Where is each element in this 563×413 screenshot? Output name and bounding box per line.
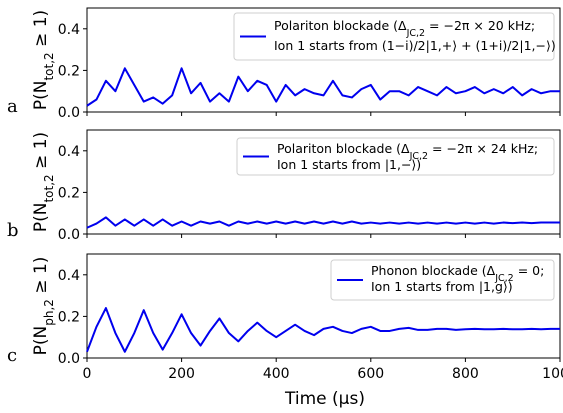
panel-c: 0.0 0.2 0.4 0 200 400 600 800 1000 P(Nph,2 ≥ 1) c P… (7, 253, 563, 382)
legend-box (330, 259, 555, 301)
y-tick-label: 0.4 (58, 22, 80, 38)
y-tick-label: 0.0 (58, 351, 80, 367)
y-tick-label: 0.4 (58, 268, 80, 284)
axes-frame (86, 129, 561, 235)
x-tick-label: 1000 (542, 366, 563, 382)
axes-frame (86, 7, 561, 113)
panel-label: a (7, 96, 18, 117)
x-axis-label: Time (μs) (284, 389, 365, 409)
y-tick-label: 0.2 (58, 63, 80, 79)
y-tick-label: 0.0 (58, 227, 80, 243)
y-tick-label: 0.2 (58, 309, 80, 325)
panel-a: 0.0 0.2 0.4P(Ntot,2 ≥ 1) a Polariton blockad… (7, 7, 561, 121)
legend-box (236, 137, 555, 176)
series-line (86, 307, 560, 353)
panel-b: 0.0 0.2 0.4P(Ntot,2 ≥ 1) b Polariton blockad… (7, 129, 561, 243)
panel-label: c (7, 345, 17, 366)
y-axis-label: P(Ntot,2 ≥ 1) (31, 132, 56, 232)
legend: Phonon blockade (ΔJC,2 = 0;Ion 1 starts … (330, 259, 555, 301)
y-tick-label: 0.4 (58, 144, 80, 160)
legend-box (233, 12, 555, 61)
legend-text-line2: Ion 1 starts from (1−i)/2|1,+⟩ + (1+i)/2… (274, 38, 556, 53)
panel-label: b (7, 220, 19, 241)
x-tick-label: 600 (357, 366, 384, 382)
x-tick-label: 0 (83, 366, 92, 382)
legend: Polariton blockade (ΔJC,2 = −2π × 20 kHz… (233, 12, 556, 61)
legend-text-line2: Ion 1 starts from |1,−⟩) (277, 157, 421, 172)
x-tick-label: 400 (263, 366, 290, 382)
y-axis-label: P(Ntot,2 ≥ 1) (31, 10, 56, 110)
axes-frame (86, 253, 561, 359)
y-axis-label: P(Nph,2 ≥ 1) (31, 257, 56, 356)
legend-text-line2: Ion 1 starts from |1,g⟩) (371, 279, 513, 294)
x-tick-label: 800 (452, 366, 479, 382)
y-tick-label: 0.2 (58, 185, 80, 201)
x-tick-label: 200 (168, 366, 195, 382)
series-line (86, 216, 560, 229)
y-tick-label: 0.0 (58, 105, 80, 121)
legend: Polariton blockade (ΔJC,2 = −2π × 24 kHz… (236, 137, 555, 176)
series-line (86, 67, 560, 107)
